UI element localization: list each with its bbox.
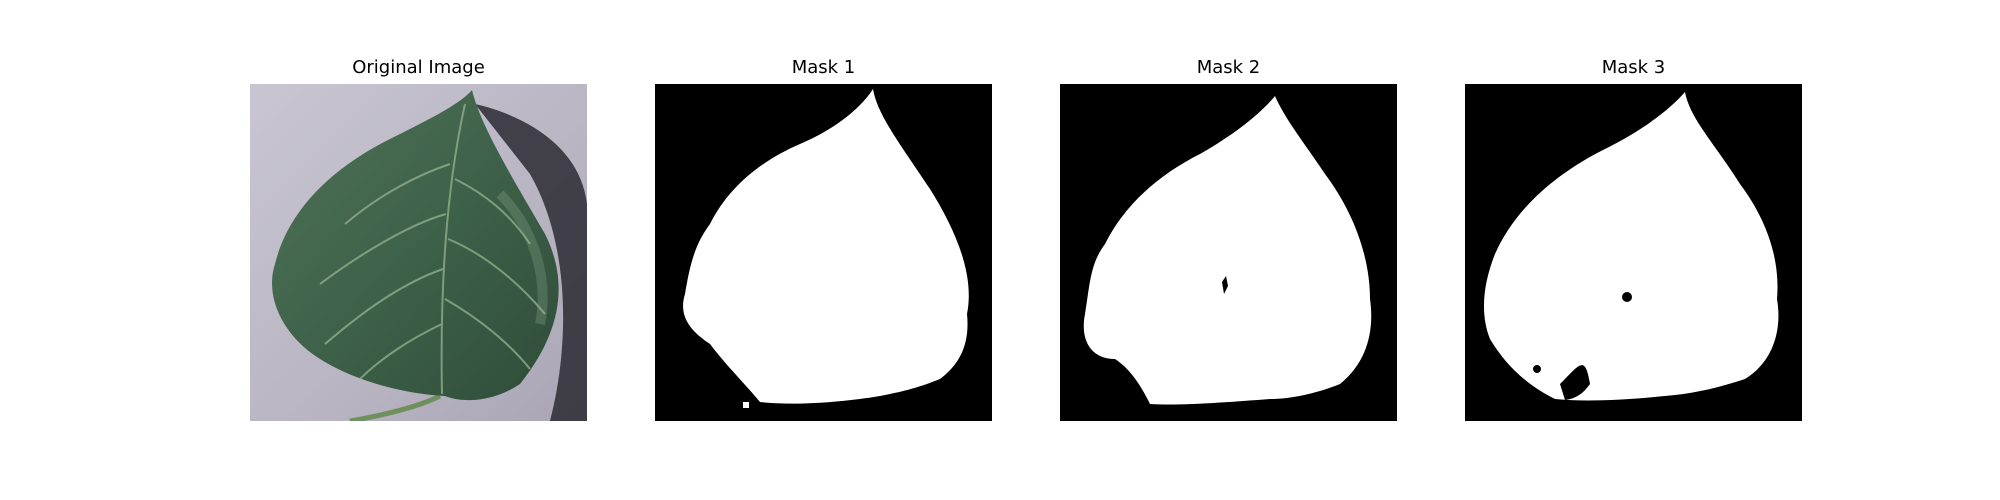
leaf-veins	[319, 103, 546, 395]
mask-3-speck	[1533, 365, 1541, 373]
mask-1-foreground	[683, 89, 969, 404]
mask-1-image	[655, 84, 992, 421]
leaf-highlight	[496, 190, 548, 325]
panel-title-mask-3: Mask 3	[1601, 57, 1666, 78]
mask-2-image	[1060, 84, 1397, 421]
mask-3-notch	[1560, 365, 1590, 400]
mask-2-hole	[1222, 276, 1228, 294]
mask-2	[1060, 84, 1397, 421]
mask-3	[1465, 84, 1802, 421]
leaf-photo	[250, 84, 587, 421]
panel-title-original: Original Image	[352, 57, 485, 78]
mask-2-notch	[1110, 364, 1137, 404]
mask-3-hole	[1622, 292, 1632, 302]
mask-1-hole	[699, 348, 711, 360]
mask-1-speck	[743, 402, 749, 408]
mask-3-foreground	[1483, 92, 1779, 401]
panel-title-mask-1: Mask 1	[791, 57, 856, 78]
leaf-shadow	[475, 104, 587, 421]
mask-3-image	[1465, 84, 1802, 421]
panel-title-mask-2: Mask 2	[1196, 57, 1261, 78]
original-image	[250, 84, 587, 421]
leaf-stem	[349, 393, 442, 421]
leaf	[272, 90, 559, 401]
mask-2-foreground	[1083, 96, 1372, 405]
mask-1	[655, 84, 992, 421]
